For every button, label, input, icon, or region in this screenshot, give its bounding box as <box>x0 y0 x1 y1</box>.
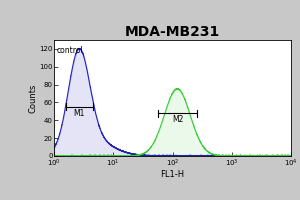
X-axis label: FL1-H: FL1-H <box>160 170 184 179</box>
Text: M2: M2 <box>172 115 183 124</box>
Text: control: control <box>57 46 84 55</box>
Text: M1: M1 <box>74 109 85 118</box>
Y-axis label: Counts: Counts <box>29 83 38 113</box>
Title: MDA-MB231: MDA-MB231 <box>125 25 220 39</box>
